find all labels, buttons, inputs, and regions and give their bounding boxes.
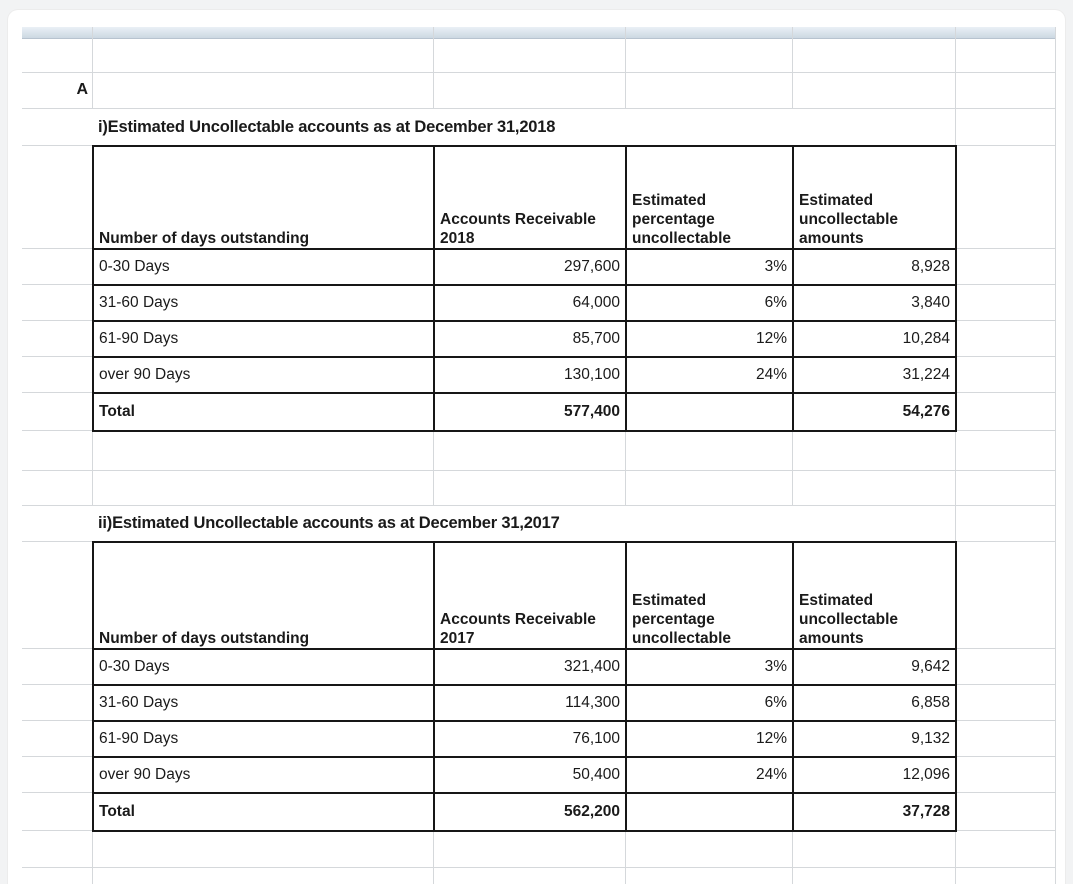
cell-percentage: 12% <box>625 720 794 758</box>
table-row: 61-90 Days 76,100 12% 9,132 <box>92 720 957 758</box>
cell-amount: 9,642 <box>792 648 957 686</box>
cell-amount: 31,224 <box>792 356 957 394</box>
cell-receivable: 76,100 <box>433 720 627 758</box>
gridline <box>955 27 956 884</box>
cell-days: 0-30 Days <box>92 248 435 286</box>
column-header: Number of days outstanding <box>92 541 435 650</box>
table-row: 31-60 Days 114,300 6% 6,858 <box>92 684 957 722</box>
table-row: 0-30 Days 297,600 3% 8,928 <box>92 248 957 286</box>
aging-table-2017: Number of days outstanding Accounts Rece… <box>92 541 957 832</box>
cell-receivable: 297,600 <box>433 248 627 286</box>
cell-days: 61-90 Days <box>92 720 435 758</box>
cell-receivable: 64,000 <box>433 284 627 322</box>
gridline <box>792 27 793 884</box>
gridline <box>92 27 93 884</box>
cell-amount: 3,840 <box>792 284 957 322</box>
cell-days: 31-60 Days <box>92 684 435 722</box>
column-header: Estimated uncollectable amounts <box>792 145 957 250</box>
cell-receivable: 114,300 <box>433 684 627 722</box>
cell-percentage: 3% <box>625 248 794 286</box>
table-title-2017: ii)Estimated Uncollectable accounts as a… <box>92 506 955 541</box>
frozen-row-band <box>22 27 1055 39</box>
gridline <box>625 27 626 884</box>
gridline <box>22 108 1055 109</box>
cell-total-label: Total <box>92 392 435 432</box>
gridline <box>22 867 1055 868</box>
cell-receivable: 130,100 <box>433 356 627 394</box>
cell-amount: 10,284 <box>792 320 957 358</box>
aging-table-2018: Number of days outstanding Accounts Rece… <box>92 145 957 432</box>
column-header: Estimated percentage uncollectable <box>625 541 794 650</box>
cell-amount: 6,858 <box>792 684 957 722</box>
cell-percentage: 6% <box>625 284 794 322</box>
cell-total-amount: 37,728 <box>792 792 957 832</box>
cell-amount: 8,928 <box>792 248 957 286</box>
cell-percentage: 24% <box>625 756 794 794</box>
cell-amount: 9,132 <box>792 720 957 758</box>
cell-days: 31-60 Days <box>92 284 435 322</box>
cell-days: over 90 Days <box>92 756 435 794</box>
header-row: Number of days outstanding Accounts Rece… <box>92 541 957 650</box>
header-row: Number of days outstanding Accounts Rece… <box>92 145 957 250</box>
cell-amount: 12,096 <box>792 756 957 794</box>
column-header: Accounts Receivable 2017 <box>433 541 627 650</box>
total-row: Total 577,400 54,276 <box>92 392 957 432</box>
cell-days: 0-30 Days <box>92 648 435 686</box>
cell-percentage: 24% <box>625 356 794 394</box>
cell-percentage: 3% <box>625 648 794 686</box>
table-row: over 90 Days 130,100 24% 31,224 <box>92 356 957 394</box>
cell-percentage: 6% <box>625 684 794 722</box>
gridline <box>1055 27 1056 884</box>
gridline <box>22 470 1055 471</box>
cell-days: over 90 Days <box>92 356 435 394</box>
cell-total-label: Total <box>92 792 435 832</box>
cell-receivable: 321,400 <box>433 648 627 686</box>
column-header: Accounts Receivable 2018 <box>433 145 627 250</box>
table-row: 31-60 Days 64,000 6% 3,840 <box>92 284 957 322</box>
table-row: over 90 Days 50,400 24% 12,096 <box>92 756 957 794</box>
cell-total-receivable: 562,200 <box>433 792 627 832</box>
cell-total-receivable: 577,400 <box>433 392 627 432</box>
table-row: 61-90 Days 85,700 12% 10,284 <box>92 320 957 358</box>
cell-a-label: A <box>76 81 88 98</box>
total-row: Total 562,200 37,728 <box>92 792 957 832</box>
cell-receivable: 85,700 <box>433 320 627 358</box>
column-header: Estimated percentage uncollectable <box>625 145 794 250</box>
gridline <box>433 27 434 884</box>
table-title-2018: i)Estimated Uncollectable accounts as at… <box>92 109 955 145</box>
cell-total-amount: 54,276 <box>792 392 957 432</box>
cell-percentage: 12% <box>625 320 794 358</box>
table-row: 0-30 Days 321,400 3% 9,642 <box>92 648 957 686</box>
column-header: Estimated uncollectable amounts <box>792 541 957 650</box>
gridline <box>22 72 1055 73</box>
cell-days: 61-90 Days <box>92 320 435 358</box>
gridline <box>22 505 1055 506</box>
cell-total-percentage <box>625 792 794 832</box>
cell-receivable: 50,400 <box>433 756 627 794</box>
column-header: Number of days outstanding <box>92 145 435 250</box>
cell-total-percentage <box>625 392 794 432</box>
